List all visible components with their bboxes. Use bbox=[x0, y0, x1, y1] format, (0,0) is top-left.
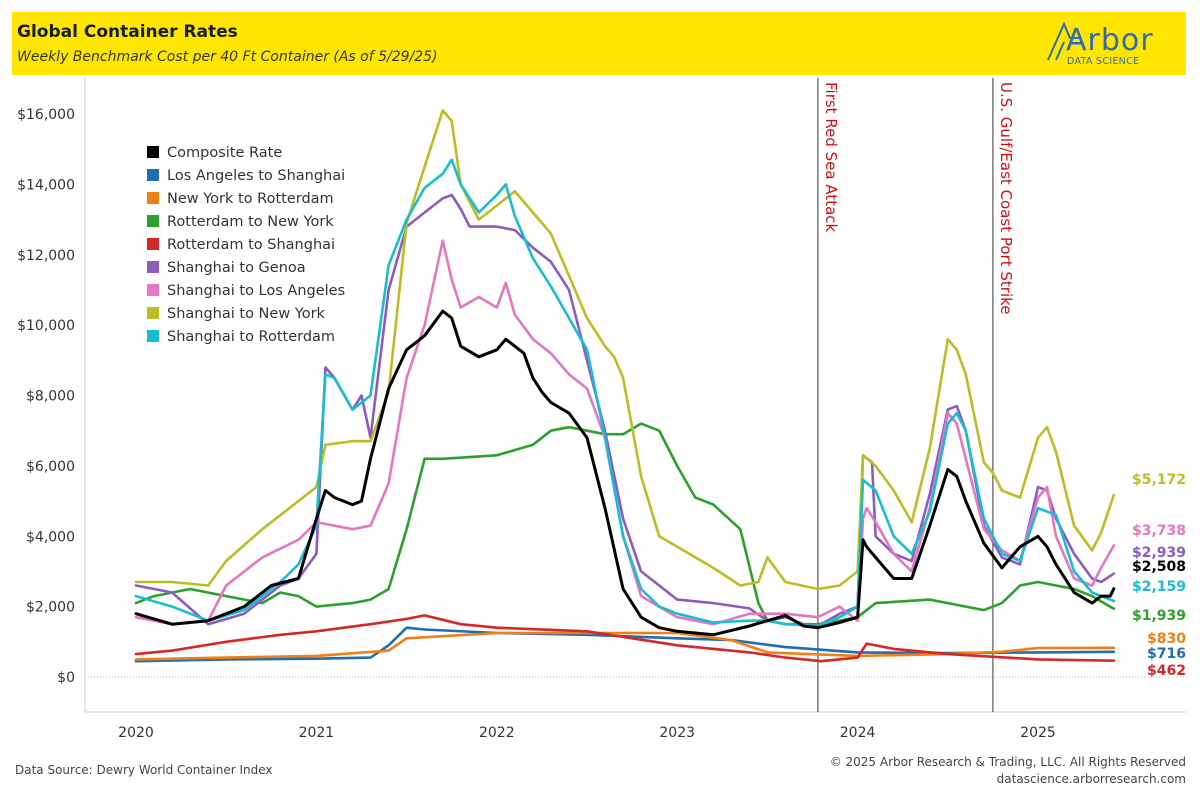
legend-swatch bbox=[147, 169, 159, 181]
footer-credits: © 2025 Arbor Research & Trading, LLC. Al… bbox=[830, 754, 1186, 788]
legend-label: Composite Rate bbox=[167, 145, 282, 161]
series-line-composite-rate bbox=[134, 309, 1116, 637]
legend-label: Shanghai to Genoa bbox=[167, 260, 306, 276]
y-tick-label: $0 bbox=[57, 670, 75, 686]
end-label: $2,939 bbox=[1132, 545, 1186, 561]
y-tick-label: $14,000 bbox=[17, 177, 75, 193]
legend-swatch bbox=[147, 307, 159, 319]
series-line-rotterdam-to-new-york bbox=[134, 422, 1116, 626]
chart-subtitle: Weekly Benchmark Cost per 40 Ft Containe… bbox=[17, 49, 438, 65]
legend-swatch bbox=[147, 146, 159, 158]
series-lines bbox=[134, 109, 1116, 663]
end-label: $2,159 bbox=[1132, 579, 1186, 595]
legend-swatch bbox=[147, 192, 159, 204]
end-label: $716 bbox=[1147, 646, 1186, 662]
legend-swatch bbox=[147, 215, 159, 227]
y-tick-label: $6,000 bbox=[26, 459, 75, 475]
legend-swatch bbox=[147, 284, 159, 296]
y-tick-label: $8,000 bbox=[26, 389, 75, 405]
data-source: Data Source: Dewry World Container Index bbox=[15, 763, 273, 777]
end-label: $5,172 bbox=[1132, 472, 1186, 488]
copyright-text: © 2025 Arbor Research & Trading, LLC. Al… bbox=[829, 755, 1186, 769]
annotation-label: U.S. Gulf/East Coast Port Strike bbox=[997, 82, 1015, 315]
series-line-rotterdam-to-shanghai bbox=[134, 614, 1116, 663]
end-label: $830 bbox=[1147, 631, 1186, 647]
legend-label: Los Angeles to Shanghai bbox=[167, 168, 345, 184]
end-label: $3,738 bbox=[1132, 523, 1186, 539]
chart-title: Global Container Rates bbox=[17, 22, 238, 42]
end-label: $2,508 bbox=[1132, 559, 1186, 575]
end-label: $462 bbox=[1147, 663, 1186, 679]
y-tick-label: $4,000 bbox=[26, 529, 75, 545]
legend-label: New York to Rotterdam bbox=[167, 191, 334, 207]
series-line-new-york-to-rotterdam bbox=[134, 631, 1116, 661]
legend-swatch bbox=[147, 238, 159, 250]
series-line-shanghai-to-rotterdam bbox=[134, 158, 1116, 628]
x-tick-label: 2021 bbox=[299, 725, 335, 741]
legend: Composite Rate Los Angeles to Shanghai New… bbox=[147, 145, 345, 345]
legend-label: Rotterdam to New York bbox=[167, 214, 334, 230]
header-banner: Global Container Rates Weekly Benchmark … bbox=[12, 12, 1186, 75]
y-tick-label: $16,000 bbox=[17, 107, 75, 123]
x-tick-label: 2023 bbox=[659, 725, 695, 741]
arbor-logo-icon bbox=[1047, 21, 1080, 61]
end-label: $1,939 bbox=[1132, 608, 1186, 624]
x-tick-label: 2024 bbox=[840, 725, 876, 741]
y-tick-label: $12,000 bbox=[17, 248, 75, 264]
end-labels: $2,508 $716$830 $1,939 $462 $2,939 $3,738 $5,1… bbox=[1132, 472, 1186, 679]
annotations: First Red Sea Attack U.S. Gulf/East Coast… bbox=[817, 78, 1015, 712]
y-tick-label: $2,000 bbox=[26, 600, 75, 616]
x-tick-label: 2022 bbox=[479, 725, 515, 741]
chart-axes: $0 $2,000 $4,000 $6,000 $8,000 $10,000 $12,000… bbox=[17, 78, 1186, 741]
x-tick-label: 2020 bbox=[118, 725, 154, 741]
logo-text: Arbor bbox=[1066, 23, 1154, 58]
legend-swatch bbox=[147, 261, 159, 273]
logo-subtext: DATA SCIENCE bbox=[1067, 56, 1140, 67]
legend-label: Rotterdam to Shanghai bbox=[167, 237, 335, 253]
series-line-shanghai-to-new-york bbox=[134, 109, 1116, 591]
arbor-logo: Arbor DATA SCIENCE bbox=[1044, 20, 1164, 70]
legend-label: Shanghai to Rotterdam bbox=[167, 329, 335, 345]
annotation-label: First Red Sea Attack bbox=[822, 82, 840, 233]
y-tick-label: $10,000 bbox=[17, 318, 75, 334]
website-link[interactable]: datascience.arborresearch.com bbox=[996, 772, 1186, 786]
x-tick-label: 2025 bbox=[1020, 725, 1056, 741]
legend-label: Shanghai to Los Angeles bbox=[167, 283, 345, 299]
legend-label: Shanghai to New York bbox=[167, 306, 326, 322]
legend-swatch bbox=[147, 330, 159, 342]
